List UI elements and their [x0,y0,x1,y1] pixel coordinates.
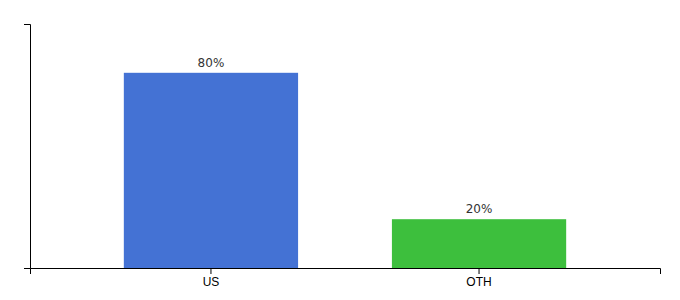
x-tick-label: OTH [466,275,491,289]
x-tick: OTH [466,268,491,289]
bar [392,219,566,268]
x-tick-label: US [203,275,220,289]
bars [124,73,566,268]
data-labels: 80% 20% [198,56,493,216]
x-tick-mark [210,268,211,274]
x-tick-mark [479,268,480,274]
data-label: 80% [198,56,225,70]
y-axis [24,25,31,269]
chart-svg: US OTH 80% 20% [0,0,680,300]
plot-area: US OTH 80% 20% [24,25,661,289]
x-tick: US [203,268,220,289]
x-axis-line [31,269,661,275]
data-label: 20% [466,202,493,216]
chart-container: US OTH 80% 20% [0,0,680,300]
bar [124,73,298,268]
x-axis: US OTH [31,268,661,289]
y-axis-line [24,25,31,269]
